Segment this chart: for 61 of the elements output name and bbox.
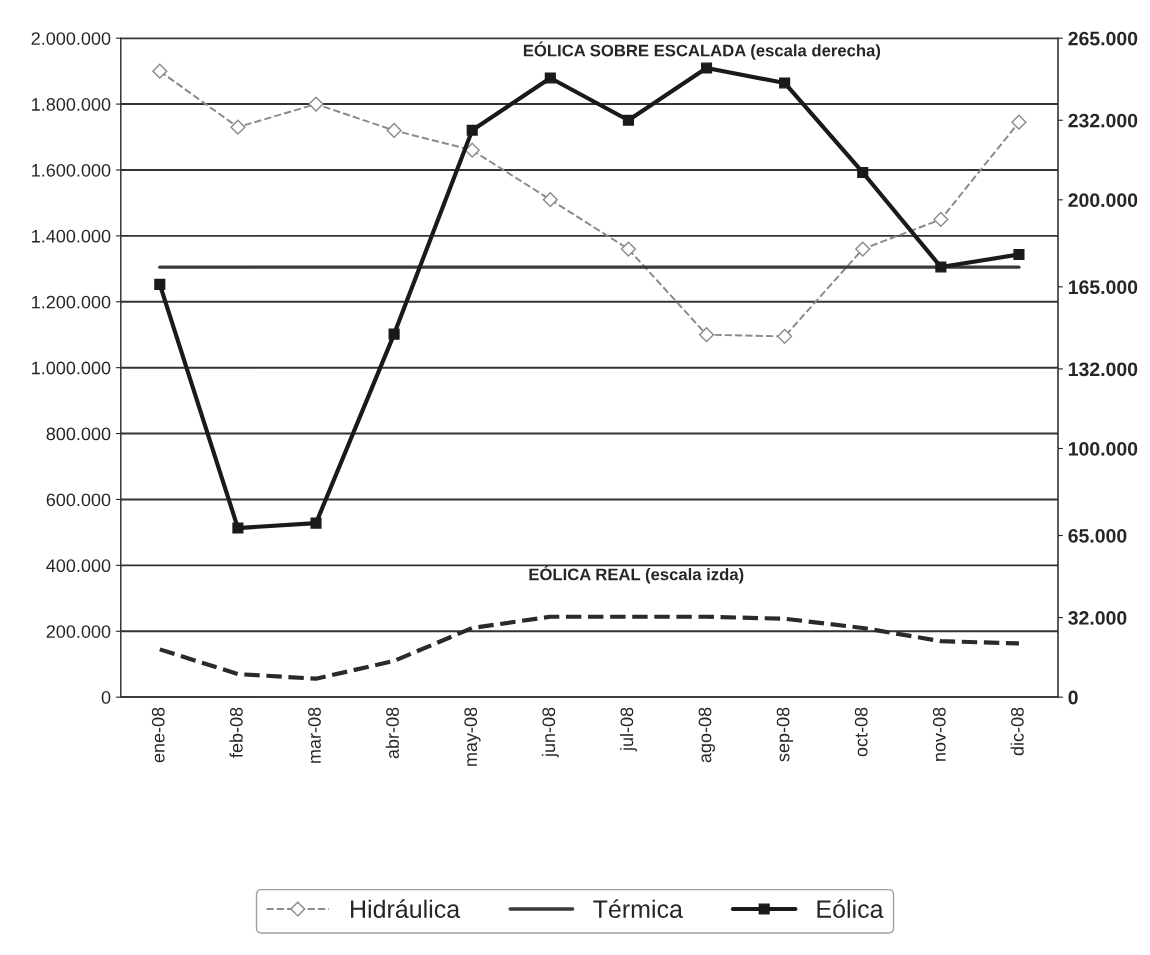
y2-tick-label: 232.000 [1068,113,1138,128]
x-tick-label: ago-08 [698,707,715,763]
y-tick-label: 400.000 [46,559,111,573]
point [232,522,244,534]
annotation: EÓLICA SOBRE ESCALADA (escala derecha) [523,41,881,60]
y2-tick-label: 165.000 [1068,280,1138,295]
point [152,63,168,79]
point [542,192,558,208]
y-tick-label: 1.800.000 [32,98,111,111]
point [464,142,480,158]
legend-label: Térmica [593,899,683,919]
point [544,72,556,84]
point [310,517,322,529]
y-tick-label: 2.000.000 [31,32,111,45]
point [308,96,324,112]
x-tick-label: dic-08 [1010,707,1024,756]
point [1011,114,1027,130]
point [154,278,166,290]
y-tick-label: 200.000 [46,625,111,638]
x-tick-label: nov-08 [932,707,946,761]
point [779,77,791,89]
legend-label: Eólica [817,899,884,919]
y-tick-label: 1.600.000 [32,163,111,177]
x-tick-label: jun-08 [541,707,559,758]
point [857,166,869,179]
annotation: EÓLICA REAL (escala izda) [529,565,744,584]
x-tick-label: oct-08 [854,707,868,757]
point [935,261,947,273]
y2-tick-label: 100.000 [1068,441,1138,456]
x-tick-label: jul-08 [620,707,637,752]
x-tick-label: may-08 [464,707,481,766]
point [777,328,793,344]
point [700,62,713,74]
y-tick-label: 600.000 [46,493,111,507]
x-tick-label: ene-08 [151,707,165,763]
point [622,114,634,126]
x-tick-label: abr-08 [385,707,399,759]
y-tick-label: 1.400.000 [32,229,111,243]
point [466,124,478,136]
x-tick-label: sep-08 [776,707,794,762]
y2-tick-label: 132.000 [1068,362,1138,377]
y-tick-label: 1.000.000 [32,361,111,375]
y2-tick-label: 0 [1068,690,1078,705]
point [855,241,871,257]
y-tick-label: 0 [101,691,111,704]
y2-tick-label: 32.000 [1068,611,1127,625]
y2-tick-label: 65.000 [1068,528,1127,543]
x-tick-label: feb-08 [229,707,243,758]
x-tick-label: mar-08 [308,707,321,763]
point [933,211,949,227]
point [1013,248,1025,261]
point [698,327,715,343]
legend-label: Hidráulica [351,899,461,919]
point [386,122,402,139]
y-tick-label: 800.000 [46,427,111,441]
y-tick-label: 1.200.000 [32,295,111,309]
y2-tick-label: 200.000 [1068,193,1138,208]
y2-tick-label: 265.000 [1068,31,1138,46]
point [620,241,636,257]
point [388,328,400,340]
point [230,119,246,135]
